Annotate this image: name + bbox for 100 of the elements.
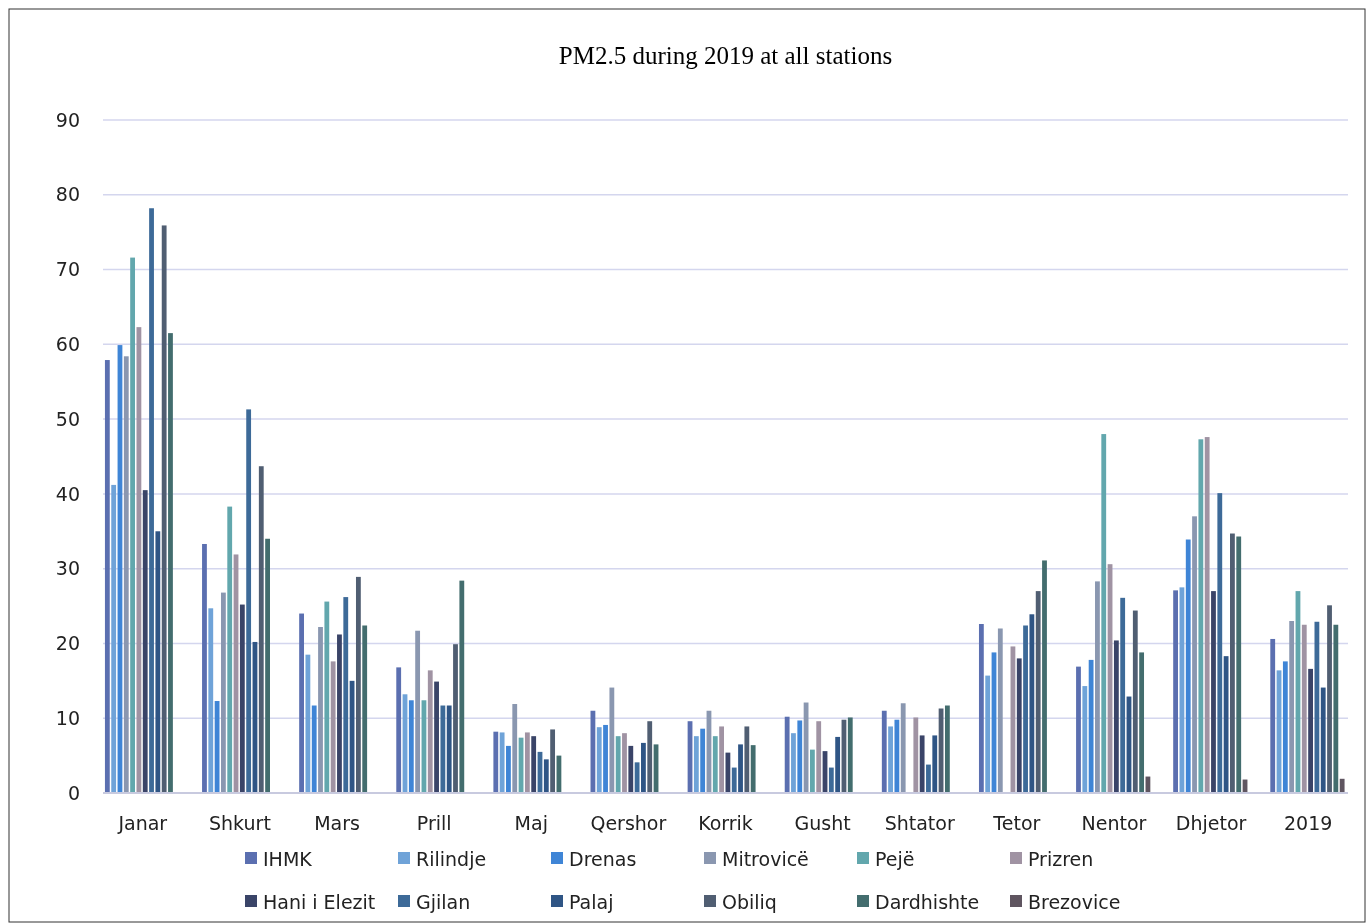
bar xyxy=(1101,434,1107,793)
bar xyxy=(1173,590,1179,793)
x-tick-label: Shkurt xyxy=(209,812,271,834)
bar xyxy=(155,531,161,793)
legend-label: Palaj xyxy=(569,890,614,913)
legend-label: Obiliq xyxy=(722,890,777,913)
bar xyxy=(434,681,439,793)
bar xyxy=(750,745,756,793)
bar xyxy=(1082,686,1088,793)
bar xyxy=(847,717,853,793)
x-tick-label: Nentor xyxy=(1081,812,1147,834)
bar xyxy=(1042,560,1047,793)
x-tick-label: 2019 xyxy=(1284,812,1333,834)
bar xyxy=(835,736,841,793)
bar xyxy=(1113,640,1119,793)
bar xyxy=(311,705,317,793)
bar xyxy=(305,654,311,793)
x-tick-label: Tetor xyxy=(992,812,1041,834)
bar xyxy=(997,628,1003,793)
legend-label: Gjilan xyxy=(416,890,471,913)
chart-title: PM2.5 during 2019 at all stations xyxy=(558,42,893,69)
bar xyxy=(531,736,537,793)
bar xyxy=(603,724,608,793)
bar xyxy=(239,604,245,793)
x-tick-label: Maj xyxy=(514,812,548,834)
bar xyxy=(791,733,796,793)
bar xyxy=(104,360,110,793)
bar xyxy=(543,759,549,793)
bar xyxy=(208,608,214,793)
bar xyxy=(913,717,919,793)
bar xyxy=(888,726,893,793)
bar xyxy=(499,732,505,793)
bar xyxy=(1076,666,1081,793)
bar xyxy=(1333,624,1339,793)
bar xyxy=(881,710,887,793)
bar xyxy=(894,719,900,793)
bar xyxy=(1327,605,1332,793)
bar xyxy=(265,538,270,793)
bar xyxy=(396,667,402,793)
bar xyxy=(1132,610,1138,793)
bar xyxy=(1088,659,1094,793)
bar xyxy=(459,580,465,793)
bar xyxy=(1211,591,1216,793)
x-tick-label: Gusht xyxy=(794,812,851,834)
bar xyxy=(926,764,931,793)
bar xyxy=(1308,668,1313,793)
bar xyxy=(168,333,173,793)
bar xyxy=(596,727,602,793)
bar xyxy=(1236,536,1242,793)
x-tick-label: Janar xyxy=(117,812,168,834)
legend-label: Brezovice xyxy=(1028,890,1121,913)
bar xyxy=(731,767,737,793)
bar xyxy=(227,506,233,793)
bar xyxy=(355,576,361,793)
x-tick-label: Shtator xyxy=(884,812,955,834)
bar xyxy=(1217,493,1223,793)
bar xyxy=(550,729,556,793)
bar xyxy=(609,687,615,793)
bar xyxy=(985,675,991,793)
x-tick-label: Prill xyxy=(416,812,452,834)
bar xyxy=(944,705,950,793)
bar xyxy=(1230,533,1235,793)
bar xyxy=(1095,581,1100,793)
bar xyxy=(919,735,925,793)
y-tick-label: 90 xyxy=(55,108,80,131)
y-tick-label: 0 xyxy=(67,781,80,804)
bar xyxy=(1270,638,1276,793)
bar xyxy=(738,744,743,793)
bar xyxy=(932,735,938,793)
bar xyxy=(343,597,349,793)
bar xyxy=(246,409,252,793)
bar xyxy=(1289,621,1295,793)
y-tick-label: 60 xyxy=(55,332,80,355)
x-tick-label: Korrik xyxy=(698,812,753,834)
bar xyxy=(1223,656,1229,793)
legend-label: Hani i Elezit xyxy=(263,890,376,913)
bar xyxy=(1314,621,1320,793)
bar xyxy=(258,466,264,793)
bar xyxy=(324,601,330,793)
bar xyxy=(628,745,634,793)
bar xyxy=(111,484,117,793)
x-tick-label: Mars xyxy=(314,812,360,834)
bar xyxy=(493,731,499,793)
bar xyxy=(1023,625,1028,793)
bar xyxy=(299,613,304,793)
y-tick-label: 80 xyxy=(55,183,80,206)
legend-label: Drenas xyxy=(569,847,637,870)
bar xyxy=(828,767,834,793)
bar xyxy=(816,721,822,793)
legend-label: Dardhishte xyxy=(875,890,980,913)
bar xyxy=(318,626,323,793)
x-tick-label: Qershor xyxy=(590,812,667,834)
bar xyxy=(123,356,129,793)
bar xyxy=(1029,614,1035,793)
bar xyxy=(809,749,815,793)
bar xyxy=(427,670,433,793)
bar xyxy=(615,736,621,793)
bar xyxy=(1192,516,1197,793)
bar xyxy=(142,490,148,793)
y-tick-label: 70 xyxy=(55,258,80,281)
